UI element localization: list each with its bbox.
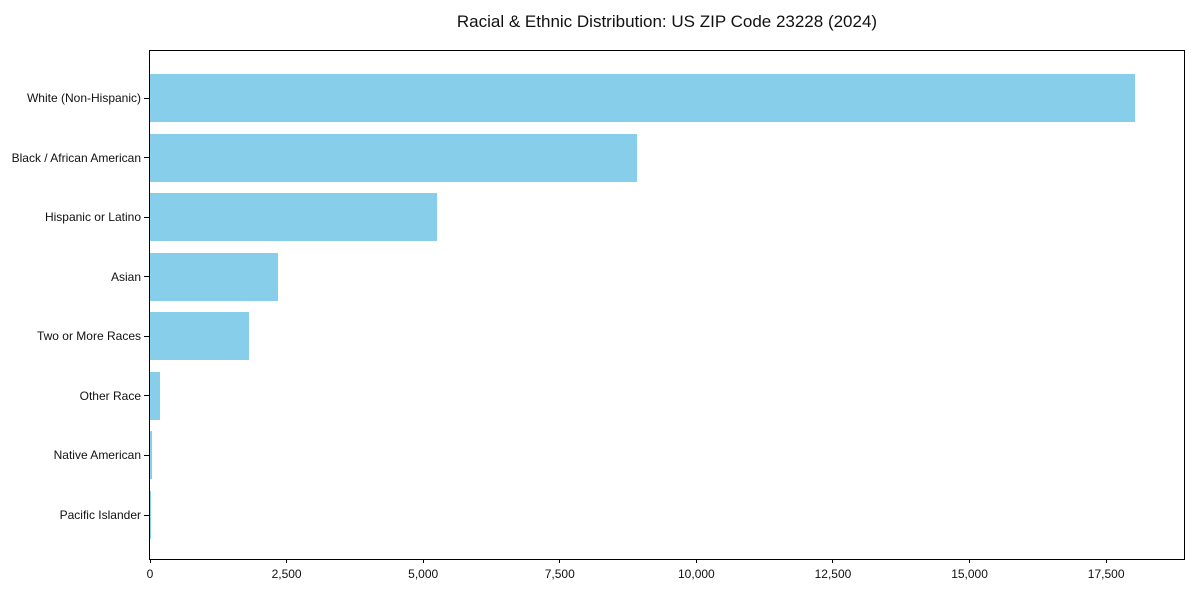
x-tick-label-5000: 5,000	[408, 567, 439, 581]
chart-title: Racial & Ethnic Distribution: US ZIP Cod…	[456, 12, 878, 31]
y-tick-label-white-non-hispanic: White (Non-Hispanic)	[26, 91, 141, 105]
y-tick-mark	[144, 157, 150, 159]
plot-area: White (Non-Hispanic) Black / African Amer…	[12, 50, 1185, 581]
y-tick-mark	[144, 514, 150, 516]
x-tick-label-0: 0	[146, 567, 154, 581]
y-tick-label-hispanic-or-latino: Hispanic or Latino	[44, 210, 141, 225]
y-tick-label-other-race: Other Race	[79, 388, 141, 403]
y-tick-label-two-or-more-races: Two or More Races	[36, 329, 141, 344]
x-tick-label-2500: 2,500	[271, 567, 302, 581]
x-tick-mark	[422, 559, 424, 563]
y-tick-label-black-african-american: Black / African American	[11, 150, 141, 165]
y-tick-label-asian: Asian	[110, 269, 141, 284]
x-tick-mark	[832, 559, 834, 563]
y-tick-mark	[144, 395, 150, 397]
y-tick-mark	[144, 97, 150, 99]
bar-asian	[150, 252, 278, 301]
x-tick-mark	[1105, 559, 1107, 563]
bar-hispanic-or-latino	[150, 193, 438, 242]
y-tick-label-pacific-islander: Pacific Islander	[59, 508, 141, 522]
y-tick-mark	[144, 454, 150, 456]
bar-native-american	[150, 431, 152, 480]
x-tick-mark	[969, 559, 971, 563]
x-tick-mark	[149, 559, 151, 563]
bar-white-non-hispanic	[150, 74, 1136, 122]
x-tick-label-12500: 12,500	[814, 567, 852, 581]
x-tick-label-10000: 10,000	[678, 567, 715, 581]
x-tick-mark	[286, 559, 288, 563]
bar-black-african-american	[150, 133, 638, 182]
bar-pacific-islander	[150, 491, 151, 539]
y-tick-label-native-american: Native American	[53, 448, 141, 463]
bar-other-race	[150, 371, 160, 420]
x-tick-mark	[695, 559, 697, 563]
y-tick-mark	[144, 216, 150, 218]
y-tick-mark	[144, 276, 150, 278]
bar-two-or-more-races	[150, 312, 249, 361]
x-tick-mark	[559, 559, 561, 563]
x-tick-label-15000: 15,000	[951, 567, 988, 581]
x-tick-label-7500: 7,500	[544, 567, 575, 581]
x-tick-label-17500: 17,500	[1087, 567, 1125, 581]
y-tick-mark	[144, 335, 150, 337]
